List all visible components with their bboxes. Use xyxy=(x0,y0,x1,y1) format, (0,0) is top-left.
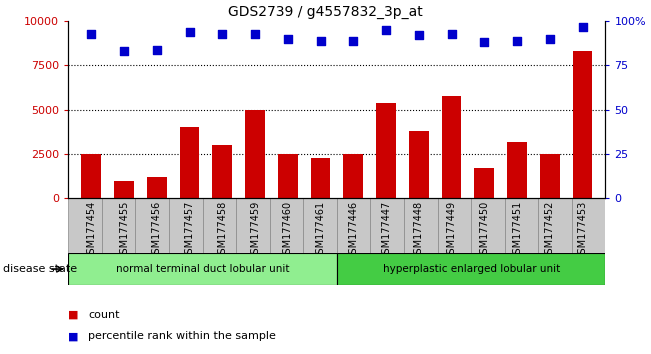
Point xyxy=(119,48,130,54)
Point xyxy=(250,31,260,36)
Bar xyxy=(68,198,102,253)
Point xyxy=(381,27,391,33)
Text: hyperplastic enlarged lobular unit: hyperplastic enlarged lobular unit xyxy=(383,264,560,274)
Bar xyxy=(147,177,167,198)
Text: count: count xyxy=(88,310,119,320)
Point xyxy=(152,47,162,52)
Bar xyxy=(68,253,337,285)
Bar xyxy=(311,158,330,198)
Bar xyxy=(212,145,232,198)
Bar xyxy=(409,131,428,198)
Bar xyxy=(81,154,101,198)
Text: ■: ■ xyxy=(68,310,79,320)
Text: ■: ■ xyxy=(68,331,79,341)
Bar xyxy=(169,198,202,253)
Bar xyxy=(278,154,298,198)
Bar xyxy=(404,198,437,253)
Bar xyxy=(376,103,396,198)
Bar xyxy=(538,198,572,253)
Bar xyxy=(344,154,363,198)
Point xyxy=(577,24,588,29)
Bar xyxy=(507,142,527,198)
Text: disease state: disease state xyxy=(3,264,77,274)
Point xyxy=(479,40,490,45)
Point xyxy=(447,31,457,36)
Bar xyxy=(303,198,337,253)
Bar xyxy=(437,198,471,253)
Bar xyxy=(337,253,605,285)
Bar xyxy=(441,96,462,198)
Point xyxy=(217,31,227,36)
Point xyxy=(184,29,195,35)
Bar xyxy=(114,181,134,198)
Point xyxy=(283,36,293,42)
Bar xyxy=(540,154,560,198)
Point xyxy=(348,38,359,44)
Text: normal terminal duct lobular unit: normal terminal duct lobular unit xyxy=(116,264,290,274)
Text: GDS2739 / g4557832_3p_at: GDS2739 / g4557832_3p_at xyxy=(228,5,423,19)
Point xyxy=(86,31,96,36)
Bar xyxy=(270,198,303,253)
Bar xyxy=(337,198,370,253)
Bar xyxy=(505,198,538,253)
Bar xyxy=(572,198,605,253)
Bar xyxy=(245,110,265,198)
Point xyxy=(544,36,555,42)
Bar xyxy=(573,51,592,198)
Bar xyxy=(135,198,169,253)
Bar xyxy=(475,168,494,198)
Bar xyxy=(202,198,236,253)
Point xyxy=(413,33,424,38)
Text: percentile rank within the sample: percentile rank within the sample xyxy=(88,331,276,341)
Bar xyxy=(180,127,199,198)
Point xyxy=(315,38,326,44)
Bar xyxy=(370,198,404,253)
Bar xyxy=(102,198,135,253)
Bar xyxy=(471,198,505,253)
Point xyxy=(512,38,522,44)
Bar xyxy=(236,198,270,253)
